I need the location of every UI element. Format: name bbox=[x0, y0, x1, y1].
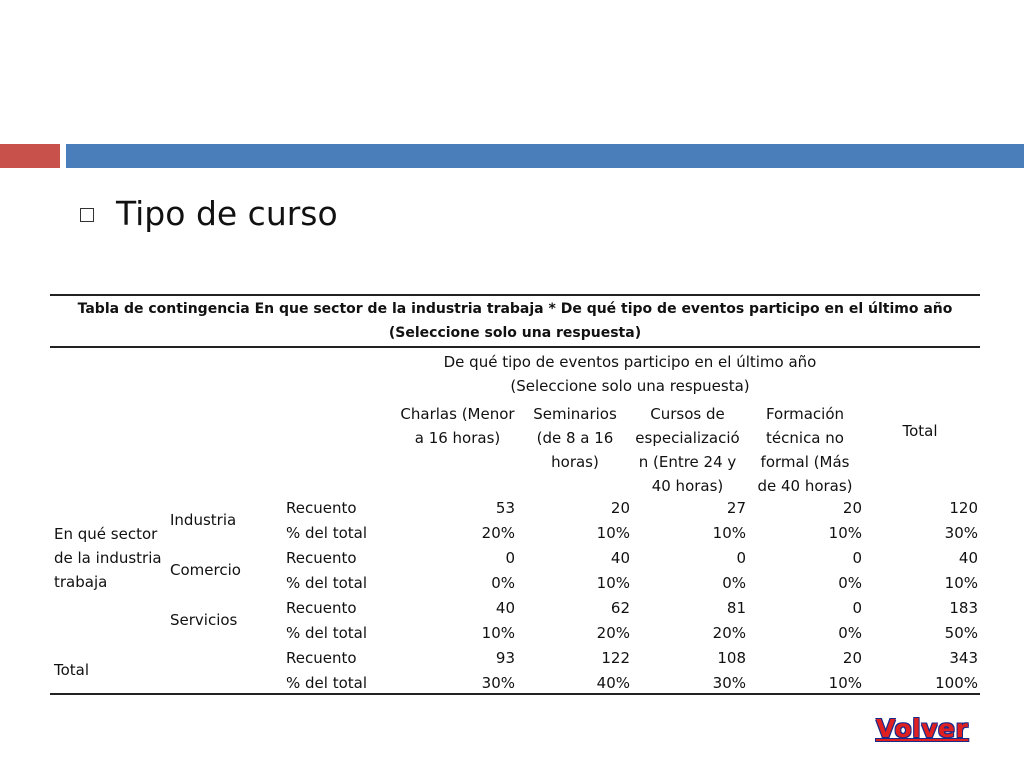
slide-title: Tipo de curso bbox=[116, 193, 338, 233]
table-cell: 40 bbox=[958, 549, 978, 567]
table-cell: 40% bbox=[596, 674, 630, 692]
table-cell: 10% bbox=[596, 524, 630, 542]
column-header-cursos: Cursos de especializació n (Entre 24 y 4… bbox=[635, 405, 740, 495]
sector-label: Servicios bbox=[170, 611, 238, 629]
volver-link[interactable]: Volver bbox=[876, 714, 969, 743]
table-cell: 183 bbox=[949, 599, 978, 617]
table-cell: 20 bbox=[842, 649, 862, 667]
table-cell: 20 bbox=[842, 499, 862, 517]
table-cell: 0% bbox=[838, 574, 862, 592]
table-cell: 10% bbox=[481, 624, 515, 642]
table-cell: 0% bbox=[838, 624, 862, 642]
table-cell: 62 bbox=[610, 599, 630, 617]
column-header-charlas: Charlas (Menor a 16 horas) bbox=[400, 405, 515, 447]
table-cell: 0 bbox=[736, 549, 746, 567]
table-cell: 20% bbox=[596, 624, 630, 642]
table-cell: 10% bbox=[944, 574, 978, 592]
table-grid: De qué tipo de eventos participo en el ú… bbox=[50, 348, 980, 695]
table-cell: 10% bbox=[712, 524, 746, 542]
table-cell: 343 bbox=[949, 649, 978, 667]
table-cell: 27 bbox=[726, 499, 746, 517]
table-cell: 53 bbox=[495, 499, 515, 517]
table-cell: 40 bbox=[610, 549, 630, 567]
table-cell: 30% bbox=[712, 674, 746, 692]
column-header-seminarios: Seminarios (de 8 a 16 horas) bbox=[533, 405, 617, 471]
table-cell: 10% bbox=[596, 574, 630, 592]
row-label-recuento: Recuento bbox=[286, 599, 357, 617]
table-cell: 0% bbox=[722, 574, 746, 592]
contingency-table: Tabla de contingencia En que sector de l… bbox=[50, 294, 980, 695]
table-cell: 40 bbox=[495, 599, 515, 617]
table-cell: 122 bbox=[601, 649, 630, 667]
row-label-pct: % del total bbox=[286, 674, 368, 692]
table-cell: 108 bbox=[717, 649, 746, 667]
table-cell: 120 bbox=[949, 499, 978, 517]
accent-bar-red bbox=[0, 144, 60, 168]
row-label-recuento: Recuento bbox=[286, 499, 357, 517]
table-caption: Tabla de contingencia En que sector de l… bbox=[50, 294, 980, 348]
accent-bar-blue bbox=[66, 144, 1024, 168]
column-header-total: Total bbox=[902, 422, 938, 440]
row-label-pct: % del total bbox=[286, 574, 368, 592]
table-cell: 0 bbox=[852, 599, 862, 617]
table-cell: 50% bbox=[944, 624, 978, 642]
table-cell: 20% bbox=[481, 524, 515, 542]
table-cell: 10% bbox=[828, 524, 862, 542]
table-cell: 20 bbox=[610, 499, 630, 517]
column-header-formacion: Formación técnica no formal (Más de 40 h… bbox=[757, 405, 853, 495]
table-cell: 30% bbox=[481, 674, 515, 692]
square-bullet-icon bbox=[80, 208, 94, 222]
table-cell: 100% bbox=[935, 674, 978, 692]
table-cell: 93 bbox=[495, 649, 515, 667]
sector-label: Industria bbox=[170, 511, 237, 529]
row-group-label: En qué sector de la industria trabaja bbox=[54, 525, 162, 591]
table-cell: 10% bbox=[828, 674, 862, 692]
row-label-pct: % del total bbox=[286, 524, 368, 542]
row-label-pct: % del total bbox=[286, 624, 368, 642]
table-cell: 0 bbox=[505, 549, 515, 567]
sector-label: Comercio bbox=[170, 561, 241, 579]
table-cell: 81 bbox=[726, 599, 746, 617]
table-cell: 30% bbox=[944, 524, 978, 542]
total-row-label: Total bbox=[54, 661, 90, 679]
column-group-header: De qué tipo de eventos participo en el ú… bbox=[443, 353, 817, 395]
table-cell: 0 bbox=[852, 549, 862, 567]
row-label-recuento: Recuento bbox=[286, 549, 357, 567]
row-label-recuento: Recuento bbox=[286, 649, 357, 667]
table-cell: 20% bbox=[712, 624, 746, 642]
slide-heading: Tipo de curso bbox=[80, 188, 338, 238]
table-cell: 0% bbox=[491, 574, 515, 592]
